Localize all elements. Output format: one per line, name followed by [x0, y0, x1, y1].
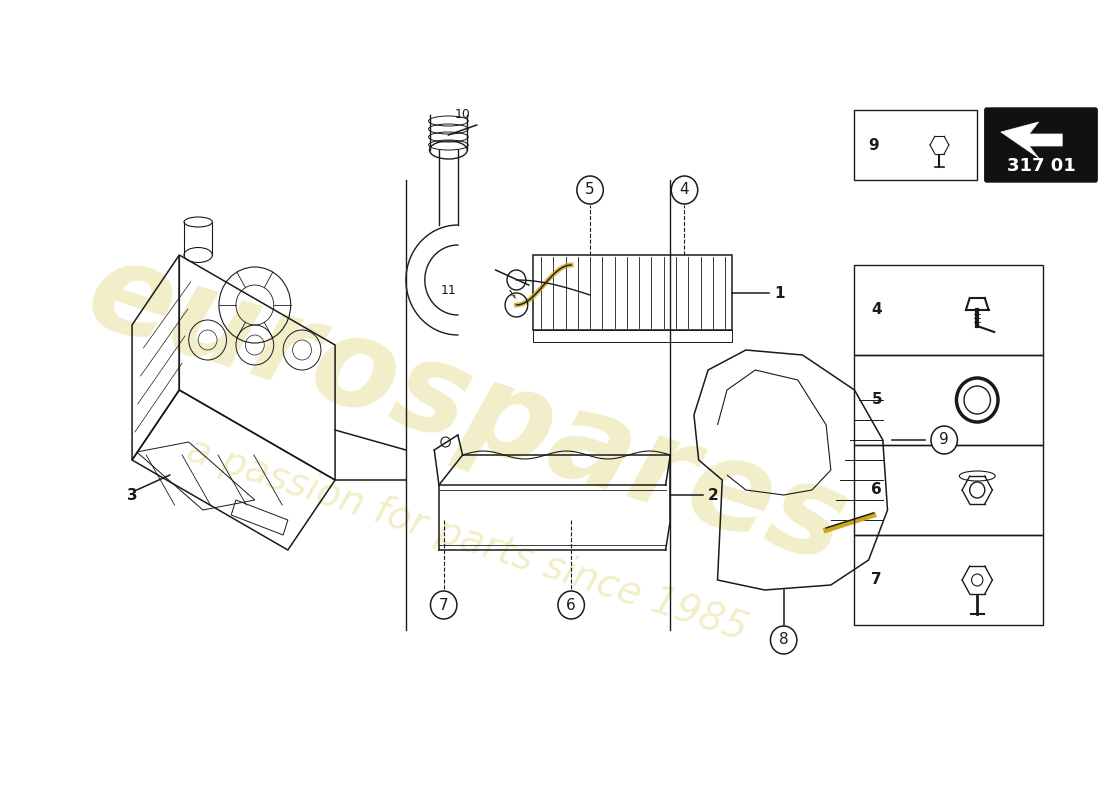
Bar — [534, 255, 732, 330]
Text: 7: 7 — [871, 573, 882, 587]
Text: 7: 7 — [439, 598, 449, 613]
Text: a passion for parts since 1985: a passion for parts since 1985 — [183, 431, 752, 649]
Text: 3: 3 — [126, 487, 138, 502]
Text: 9: 9 — [869, 138, 879, 153]
Bar — [855, 355, 1043, 445]
Circle shape — [931, 426, 957, 454]
Text: 6: 6 — [871, 482, 882, 498]
Text: 10: 10 — [454, 109, 471, 122]
Circle shape — [671, 176, 697, 204]
Bar — [855, 265, 1043, 355]
Text: 4: 4 — [871, 302, 882, 318]
Circle shape — [558, 591, 584, 619]
Circle shape — [430, 591, 456, 619]
FancyBboxPatch shape — [984, 108, 1097, 182]
Circle shape — [770, 626, 796, 654]
Bar — [855, 445, 1043, 535]
Text: 317 01: 317 01 — [1006, 157, 1076, 175]
Text: 11: 11 — [440, 283, 456, 297]
Text: 5: 5 — [585, 182, 595, 198]
Text: 6: 6 — [566, 598, 576, 613]
Text: 9: 9 — [939, 433, 949, 447]
Text: 1: 1 — [774, 286, 784, 301]
Text: 5: 5 — [871, 393, 882, 407]
Text: 2: 2 — [708, 487, 719, 502]
Polygon shape — [1001, 122, 1063, 158]
Bar — [534, 330, 732, 342]
Text: 8: 8 — [779, 633, 789, 647]
Text: eurospares: eurospares — [73, 230, 861, 590]
Circle shape — [576, 176, 603, 204]
Bar — [855, 535, 1043, 625]
Text: 4: 4 — [680, 182, 690, 198]
Bar — [855, 110, 977, 180]
